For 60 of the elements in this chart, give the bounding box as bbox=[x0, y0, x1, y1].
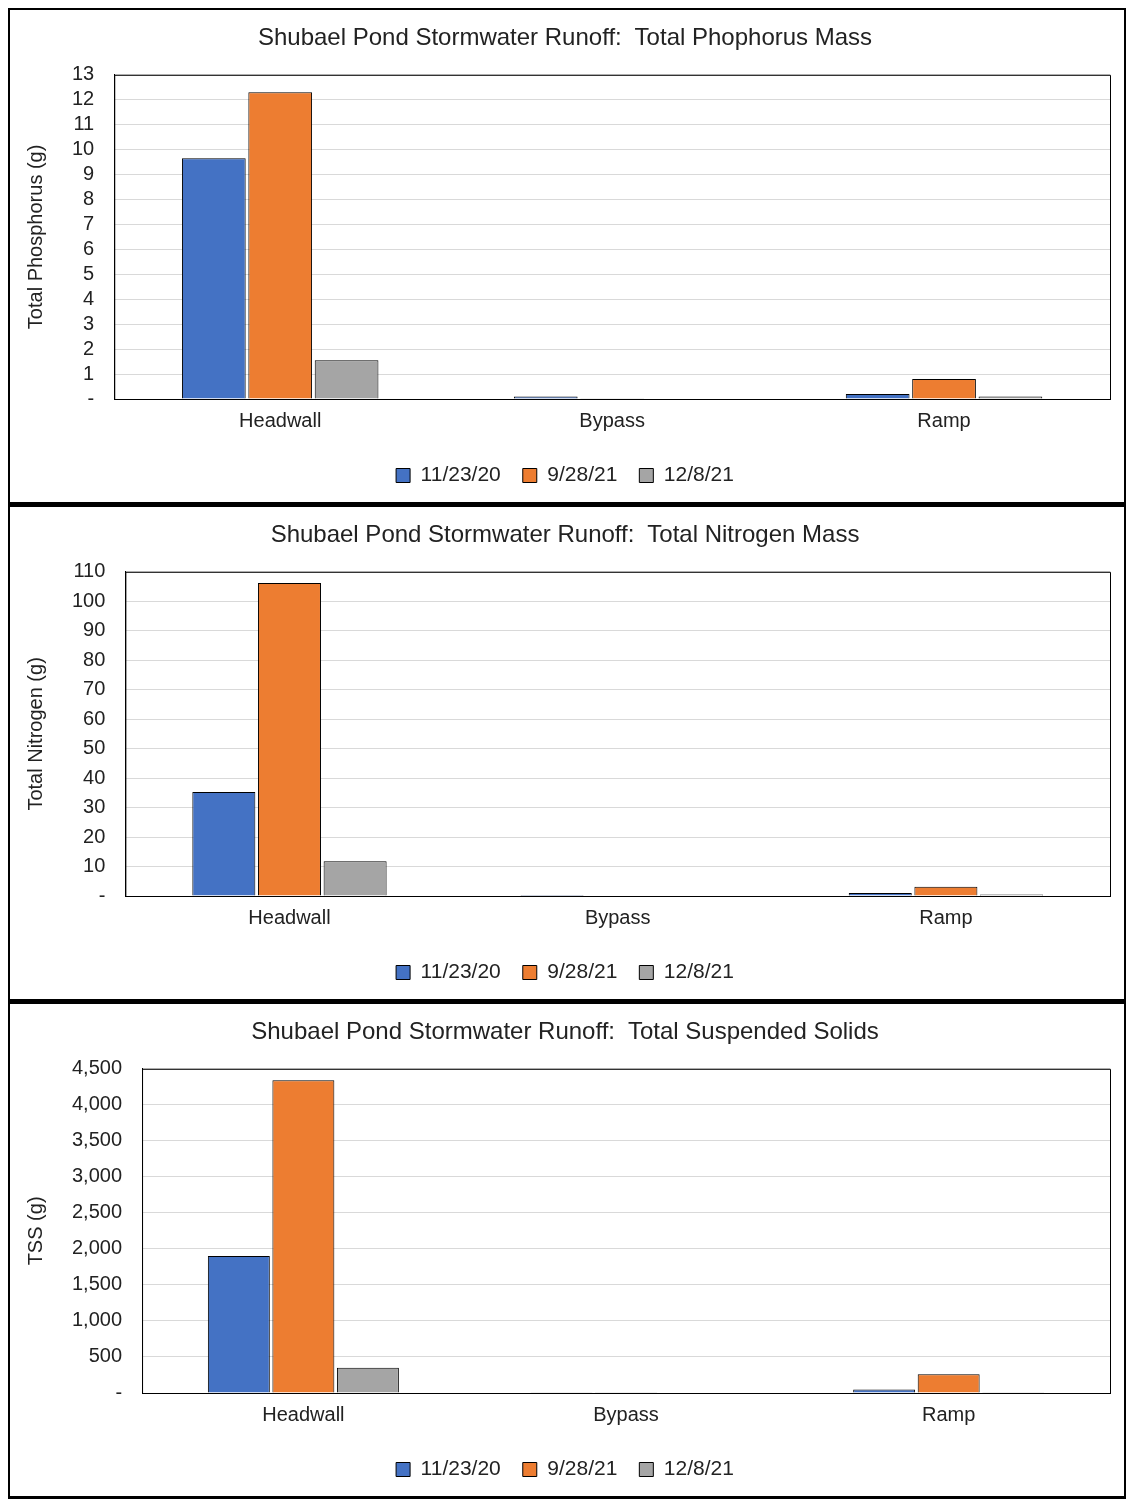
y-tick-label: 1,000 bbox=[71, 1308, 123, 1331]
y-tick-label: 7 bbox=[83, 211, 95, 234]
legend-label: 11/23/20 bbox=[420, 462, 501, 486]
y-tick-label: 40 bbox=[83, 765, 106, 788]
y-tick-label: 2,000 bbox=[71, 1236, 123, 1259]
y-tick-label: 3,000 bbox=[71, 1164, 123, 1187]
y-tick-label: 2 bbox=[83, 336, 95, 359]
chart-title: Shubael Pond Stormwater Runoff: Total Phophorus Mass bbox=[257, 23, 873, 51]
y-tick-label: 50 bbox=[83, 736, 106, 759]
legend-label: 12/8/21 bbox=[663, 1456, 734, 1480]
y-tick-label: 20 bbox=[83, 824, 106, 847]
x-tick-label: Bypass bbox=[593, 1402, 659, 1425]
y-tick-label: 6 bbox=[83, 236, 95, 259]
y-tick-label: 4,500 bbox=[71, 1056, 123, 1079]
y-tick-label: 1,500 bbox=[71, 1272, 123, 1295]
y-tick-label: 10 bbox=[83, 854, 106, 877]
chart-title: Shubael Pond Stormwater Runoff: Total Nitrogen Mass bbox=[270, 520, 860, 548]
legend-label: 12/8/21 bbox=[663, 462, 734, 486]
y-tick-label: - bbox=[87, 386, 95, 409]
y-tick-label: 3 bbox=[83, 311, 95, 334]
y-tick-label: 500 bbox=[88, 1344, 123, 1367]
legend-label: 9/28/21 bbox=[547, 1456, 618, 1480]
x-tick-label: Ramp bbox=[922, 1402, 976, 1425]
y-tick-label: 100 bbox=[71, 588, 106, 611]
y-tick-label: 30 bbox=[83, 795, 106, 818]
x-tick-label: Headwall bbox=[248, 905, 331, 928]
y-tick-label: 12 bbox=[72, 87, 95, 110]
y-tick-label: 1 bbox=[83, 361, 95, 384]
x-tick-label: Bypass bbox=[584, 905, 651, 928]
legend-label: 11/23/20 bbox=[420, 1456, 501, 1480]
x-tick-label: Ramp bbox=[917, 408, 971, 431]
x-tick-label: Ramp bbox=[919, 905, 973, 928]
y-tick-label: 9 bbox=[83, 162, 95, 185]
y-tick-label: 4,000 bbox=[71, 1092, 123, 1115]
x-tick-label: Headwall bbox=[239, 408, 322, 431]
x-tick-label: Headwall bbox=[262, 1402, 345, 1425]
y-axis-title: Total Phosphorus (g) bbox=[23, 144, 46, 330]
y-tick-label: - bbox=[115, 1380, 123, 1403]
legend-label: 12/8/21 bbox=[663, 959, 734, 983]
legend-label: 9/28/21 bbox=[547, 959, 618, 983]
y-axis-title: Total Nitrogen (g) bbox=[23, 657, 46, 811]
y-tick-label: 2,500 bbox=[71, 1200, 123, 1223]
legend-label: 9/28/21 bbox=[547, 462, 618, 486]
legend-label: 11/23/20 bbox=[420, 959, 501, 983]
y-tick-label: 13 bbox=[72, 62, 95, 85]
y-axis-title: TSS (g) bbox=[23, 1196, 46, 1266]
y-tick-label: 90 bbox=[83, 618, 106, 641]
y-tick-label: 80 bbox=[83, 647, 106, 670]
chart-title: Shubael Pond Stormwater Runoff: Total Suspended Solids bbox=[251, 1017, 879, 1045]
y-tick-label: 10 bbox=[72, 137, 95, 160]
y-tick-label: 3,500 bbox=[71, 1128, 123, 1151]
y-tick-label: 8 bbox=[83, 187, 95, 210]
y-tick-label: 11 bbox=[73, 112, 95, 135]
y-tick-label: 5 bbox=[83, 261, 95, 284]
y-tick-label: 60 bbox=[83, 706, 106, 729]
y-tick-label: 110 bbox=[73, 559, 106, 582]
x-tick-label: Bypass bbox=[579, 408, 645, 431]
y-tick-label: - bbox=[98, 883, 106, 906]
y-tick-label: 4 bbox=[83, 286, 95, 309]
y-tick-label: 70 bbox=[83, 677, 106, 700]
